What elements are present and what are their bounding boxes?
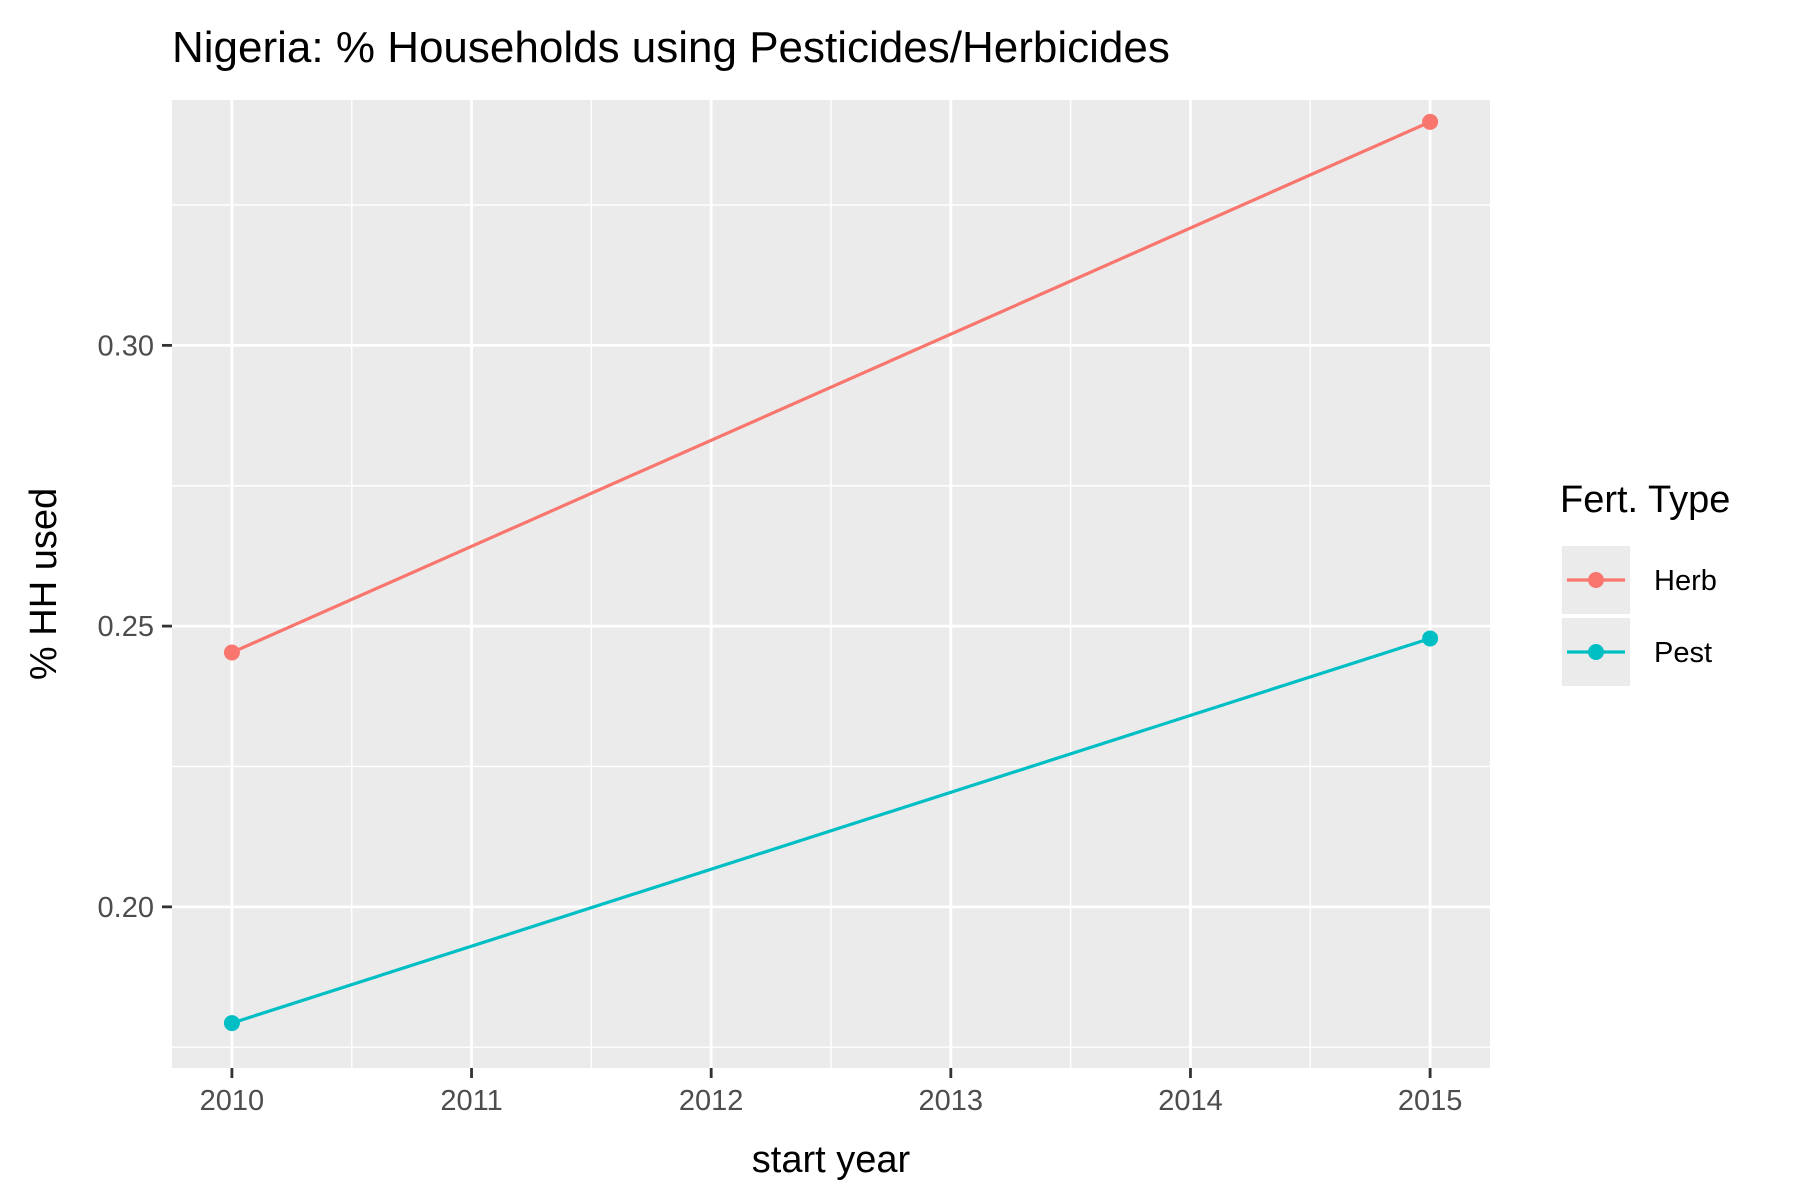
legend: Fert. Type Herb Pest: [1560, 479, 1730, 686]
major-gridlines: [172, 100, 1490, 1068]
x-tick-label: 2015: [1398, 1085, 1463, 1117]
x-axis-title: start year: [752, 1139, 911, 1181]
chart-title: Nigeria: % Households using Pesticides/H…: [172, 23, 1170, 72]
y-axis-title: % HH used: [23, 488, 65, 680]
data-point-pest: [223, 1015, 240, 1032]
data-point-pest: [1422, 630, 1439, 647]
legend-key-point: [1588, 644, 1604, 660]
y-tick-label: 0.20: [98, 892, 154, 924]
x-tick-label: 2012: [679, 1085, 744, 1117]
legend-key-point: [1588, 572, 1604, 588]
series-line-herb: [231, 120, 1431, 654]
legend-title: Fert. Type: [1560, 479, 1730, 521]
data-point-herb: [1422, 113, 1439, 130]
x-axis: 2010 2011 2012 2013 2014 2015: [200, 1068, 1463, 1117]
legend-label: Herb: [1654, 565, 1717, 597]
minor-gridlines: [172, 100, 1490, 1068]
y-axis: 0.20 0.25 0.30: [98, 330, 172, 924]
data-point-herb: [223, 644, 240, 661]
x-tick-label: 2010: [200, 1085, 265, 1117]
x-tick-label: 2011: [440, 1085, 502, 1117]
y-tick-label: 0.30: [98, 330, 154, 362]
x-tick-label: 2013: [919, 1085, 984, 1117]
y-tick-label: 0.25: [98, 611, 154, 643]
series-layer: [223, 113, 1439, 1032]
x-tick-label: 2014: [1158, 1085, 1223, 1117]
series-line-pest: [231, 636, 1431, 1025]
legend-label: Pest: [1654, 637, 1712, 669]
